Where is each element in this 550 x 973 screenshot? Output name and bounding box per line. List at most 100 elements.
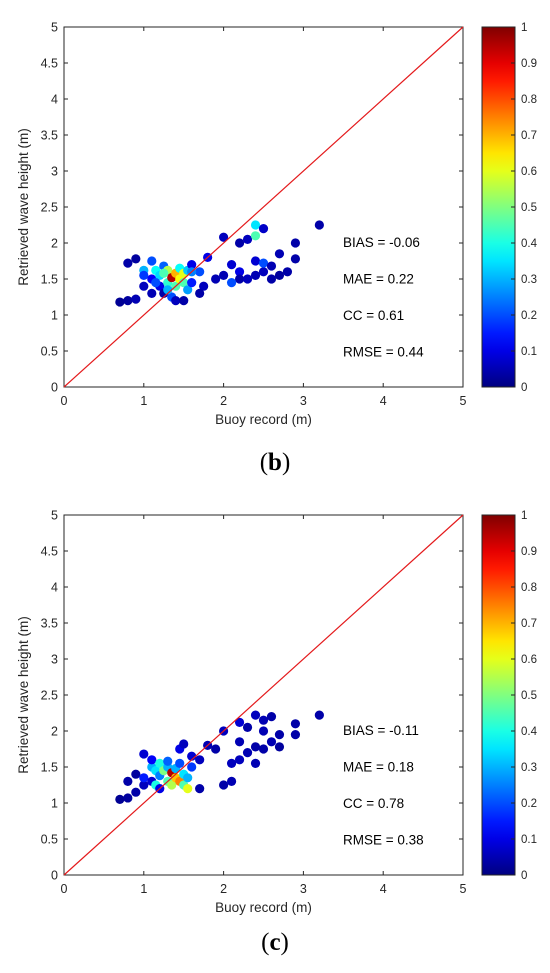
scatter-point: [290, 254, 301, 264]
stat-annotation: BIAS = -0.06: [343, 235, 420, 250]
panel-caption: (c): [261, 929, 289, 956]
scatter-point: [211, 274, 221, 284]
scatter-point: [250, 710, 261, 720]
scatter-point: [147, 288, 157, 298]
stat-annotation: RMSE = 0.44: [343, 345, 424, 360]
colorbar-tick-label: 1: [521, 22, 527, 34]
y-tick-label: 3: [51, 653, 58, 667]
scatter-point: [266, 737, 277, 747]
y-tick-label: 0.5: [41, 833, 58, 847]
scatter-point: [139, 281, 149, 291]
scatter-point: [123, 793, 133, 803]
scatter-point: [234, 238, 245, 248]
colorbar-tick-label: 1: [521, 510, 527, 522]
x-tick-label: 5: [460, 882, 467, 896]
y-tick-label: 4: [51, 93, 58, 107]
scatter-point: [250, 231, 261, 241]
scatter-point: [274, 730, 285, 740]
stat-annotation: MAE = 0.22: [343, 272, 414, 287]
y-tick-label: 4.5: [41, 545, 58, 559]
scatter-point: [195, 784, 205, 794]
x-tick-label: 0: [61, 882, 68, 896]
colorbar-tick-label: 0.4: [521, 238, 538, 250]
colorbar-tick-label: 0.3: [521, 762, 537, 774]
y-tick-label: 5: [51, 509, 58, 523]
scatter-point: [226, 260, 237, 270]
scatter-point: [115, 794, 125, 805]
y-tick-label: 3: [51, 165, 58, 179]
scatter-point: [250, 256, 261, 266]
y-tick-label: 3.5: [41, 617, 58, 631]
scatter-point: [159, 268, 169, 278]
scatter-point: [290, 719, 301, 729]
scatter-point: [171, 296, 181, 306]
colorbar-tick-label: 0.8: [521, 94, 537, 106]
colorbar-tick-label: 0.2: [521, 310, 537, 322]
y-tick-label: 0: [51, 869, 58, 883]
scatter-point: [183, 773, 193, 783]
y-tick-label: 3.5: [41, 129, 58, 143]
y-tick-label: 2: [51, 237, 58, 251]
colorbar-tick-label: 0.9: [521, 58, 537, 70]
stat-annotation: BIAS = -0.11: [343, 723, 419, 738]
scatter-point: [139, 270, 149, 280]
scatter-point: [163, 756, 173, 766]
scatter-point: [274, 270, 285, 280]
y-tick-label: 1: [51, 309, 58, 323]
y-tick-label: 4: [51, 581, 58, 595]
scatter-point: [250, 220, 261, 230]
scatter-point: [131, 787, 141, 797]
scatter-point: [226, 776, 237, 787]
scatter-point: [183, 285, 193, 295]
scatter-panel-c: 0 0.5 1 1.5 2 2.5 3 3.5 4 4.5 5 0 1 2 3 4 5 Buoy record (…: [16, 509, 538, 957]
scatter-point: [242, 748, 253, 758]
colorbar-tick-label: 0.6: [521, 166, 537, 178]
scatter-point: [187, 278, 197, 288]
scatter-point: [179, 296, 189, 306]
stat-annotation: RMSE = 0.38: [343, 833, 424, 848]
scatter-point: [195, 288, 205, 298]
scatter-point: [250, 270, 261, 280]
scatter-point: [219, 780, 229, 790]
scatter-point: [167, 780, 177, 790]
colorbar-tick-label: 0.1: [521, 346, 537, 358]
colorbar: [481, 26, 516, 388]
x-tick-label: 1: [140, 882, 147, 896]
scatter-point: [234, 737, 245, 747]
y-axis-label: Retrieved wave height (m): [16, 616, 31, 774]
colorbar-tick-label: 0.6: [521, 654, 537, 666]
y-tick-label: 5: [51, 21, 58, 35]
y-tick-label: 2: [51, 725, 58, 739]
colorbar-tick-label: 0.5: [521, 690, 537, 702]
scatter-point: [123, 776, 133, 787]
y-tick-label: 1.5: [41, 761, 58, 775]
scatter-point: [151, 278, 161, 288]
scatter-point: [226, 758, 237, 769]
scatter-point: [258, 726, 269, 736]
x-tick-label: 3: [300, 882, 307, 896]
scatter-point: [187, 762, 197, 772]
scatter-panel-b: 0 0.5 1 1.5 2 2.5 3 3.5 4 4.5 5 0 1 2 3 4 5 Buoy record (…: [16, 21, 538, 477]
scatter-point: [266, 712, 277, 722]
scatter-point: [258, 258, 269, 268]
scatter-point: [242, 722, 253, 733]
y-tick-label: 0.5: [41, 345, 58, 359]
scatter-point: [115, 297, 125, 307]
scatter-point: [211, 744, 221, 754]
scatter-point: [274, 249, 285, 259]
x-tick-label: 4: [380, 882, 387, 896]
scatter-point: [258, 267, 269, 277]
scatter-point: [183, 784, 193, 794]
colorbar-tick-label: 0: [521, 870, 527, 882]
scatter-point: [234, 755, 245, 765]
scatter-point: [199, 281, 209, 291]
x-tick-label: 0: [61, 394, 68, 408]
x-tick-label: 1: [140, 394, 147, 408]
colorbar-tick-label: 0.5: [521, 202, 537, 214]
scatter-point: [139, 780, 149, 790]
stat-annotation: CC = 0.61: [343, 308, 404, 323]
scatter-point: [314, 710, 324, 720]
scatter-point: [314, 220, 324, 230]
y-tick-label: 1: [51, 797, 58, 811]
